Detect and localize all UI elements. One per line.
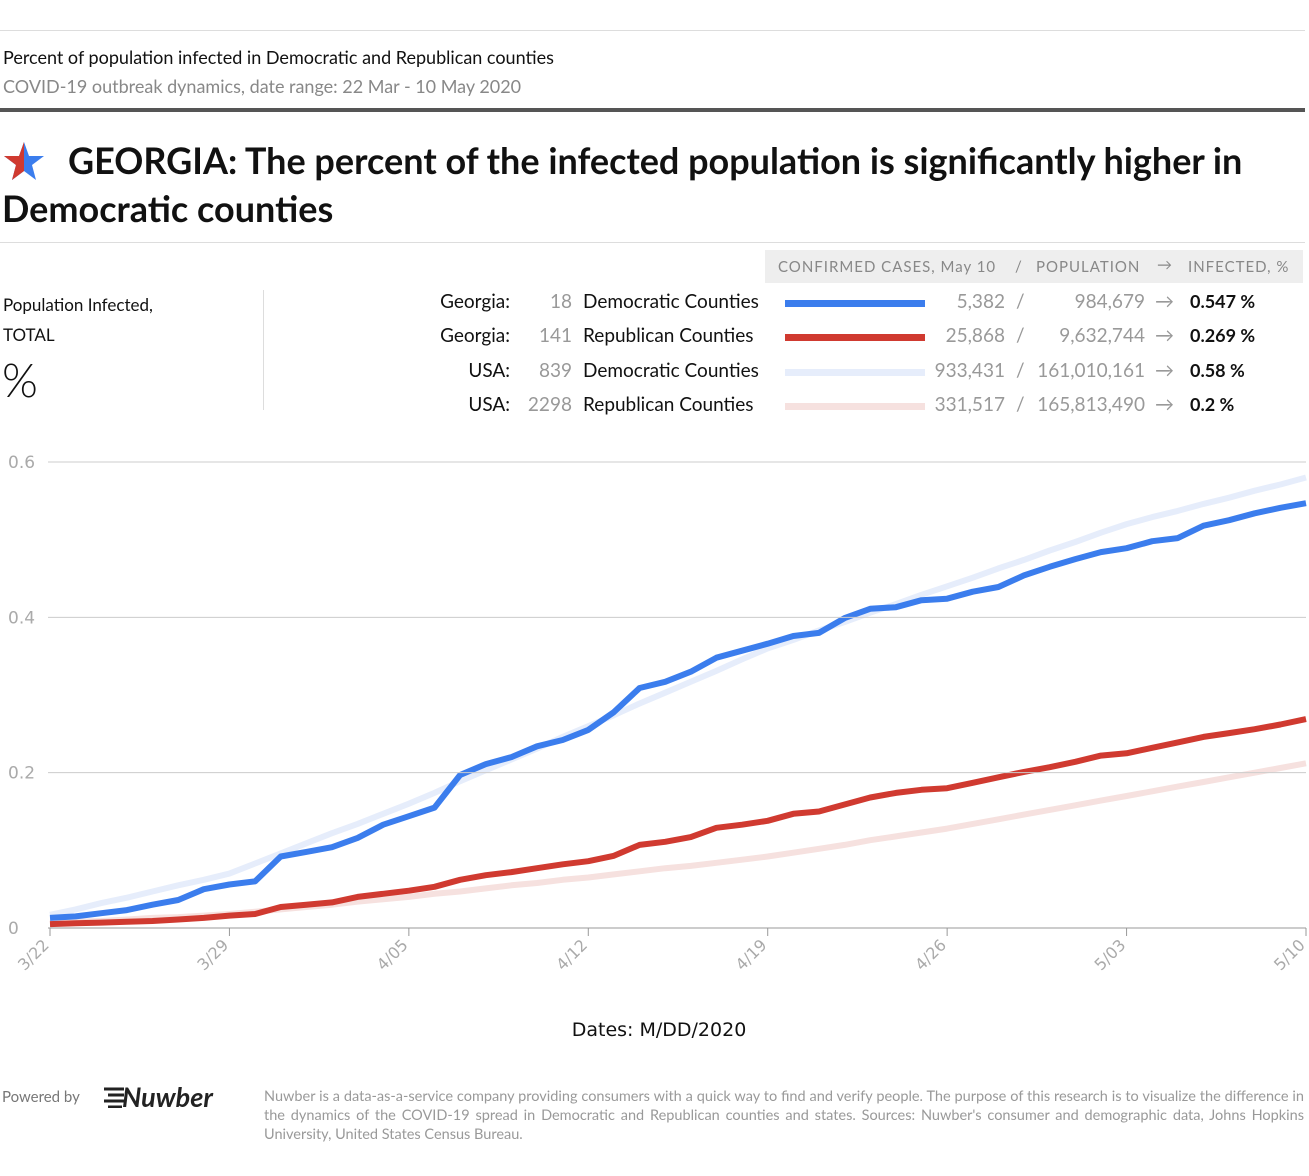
legend-separator: / (1016, 324, 1025, 348)
legend-header: INFECTED, % (1188, 258, 1290, 276)
legend-population: 165,813,490 (1037, 392, 1145, 416)
legend-cases: 331,517 (934, 392, 1005, 416)
panel-label: Population Infected, TOTAL (3, 294, 153, 345)
legend-swatch (785, 402, 925, 410)
legend-arrow: → (1155, 392, 1175, 416)
legend-separator: / (1016, 358, 1025, 382)
legend-header: POPULATION (1036, 258, 1141, 276)
line (49, 500, 1307, 921)
legend-infected: 0.2 % (1190, 392, 1235, 415)
x-tick-label: 4/19 (732, 935, 771, 974)
legend-cases: 933,431 (934, 358, 1005, 382)
legend-region: Georgia: (440, 324, 510, 348)
line (49, 760, 1307, 927)
legend-arrow: → (1155, 358, 1175, 382)
x-tick-label: 3/29 (193, 935, 232, 974)
line (49, 474, 1307, 918)
legend-arrow: → (1155, 290, 1175, 313)
legend-name: Republican Counties (583, 392, 754, 416)
star-icon (4, 142, 44, 180)
x-tick-label: 5/10 (1270, 935, 1309, 974)
legend-population: 161,010,161 (1037, 358, 1145, 382)
panel-divider (263, 290, 264, 410)
legend-cases: 25,868 (945, 324, 1005, 348)
legend-cases: 5,382 (956, 290, 1005, 313)
logo: Nuwber (122, 1080, 213, 1113)
x-tick-label: 5/03 (1091, 935, 1130, 974)
panel-unit: % (2, 352, 38, 407)
legend-name: Republican Counties (583, 324, 754, 348)
legend-name: Democratic Counties (583, 290, 759, 313)
legend-region: Georgia: (440, 290, 510, 313)
x-tick-label: 4/05 (373, 935, 412, 974)
y-tick-label: 0.2 (8, 764, 35, 784)
chart: Dates: M/DD/2020 0 0.2 0.4 0.6 3/22 3/29 4/05 4… (8, 453, 1309, 1041)
legend-counties: 2298 (527, 392, 572, 416)
legend-swatch (785, 368, 925, 376)
header-rule (0, 108, 1305, 112)
legend-infected: 0.58 % (1190, 358, 1245, 381)
y-tick-label: 0.6 (8, 453, 35, 473)
legend-swatch (785, 300, 925, 307)
legend-infected: 0.547 % (1190, 290, 1256, 312)
legend-population: 9,632,744 (1059, 324, 1145, 348)
x-axis-label: Dates: M/DD/2020 (572, 1019, 747, 1041)
legend-region: USA: (468, 358, 510, 382)
legend-header: → (1157, 256, 1173, 274)
header-title: Percent of population infected in Democr… (3, 46, 554, 68)
legend-header-box (765, 250, 1303, 283)
line (49, 716, 1307, 928)
powered-by: Powered by (2, 1088, 80, 1106)
legend-infected: 0.269 % (1190, 324, 1256, 347)
legend-name: Democratic Counties (583, 358, 759, 382)
legend-counties: 18 (549, 290, 572, 313)
x-tick-label: 4/26 (911, 935, 950, 974)
legend-region: USA: (468, 392, 510, 416)
legend-separator: / (1016, 392, 1025, 416)
header-subtitle: COVID-19 outbreak dynamics, date range: … (3, 75, 522, 97)
x-tick-label: 4/12 (552, 935, 591, 974)
y-tick-label: 0 (8, 919, 19, 939)
legend-swatch (785, 334, 925, 342)
legend-header: / (1015, 258, 1023, 276)
logo-mark (104, 1087, 124, 1108)
footer-text: Nuwber is a data-as-a-service company pr… (264, 1088, 1304, 1143)
x-tick-label: 3/22 (14, 935, 53, 974)
headline-rule (0, 242, 1305, 243)
legend-header: CONFIRMED CASES, May 10 (778, 258, 997, 276)
headline: GEORGIA: The percent of the infected pop… (2, 138, 1243, 230)
legend-counties: 141 (538, 324, 572, 348)
legend-population: 984,679 (1074, 290, 1145, 313)
legend-counties: 839 (538, 358, 572, 382)
legend-separator: / (1016, 290, 1025, 313)
top-rule (0, 30, 1305, 31)
legend-arrow: → (1155, 324, 1175, 348)
y-tick-label: 0.4 (8, 608, 35, 628)
